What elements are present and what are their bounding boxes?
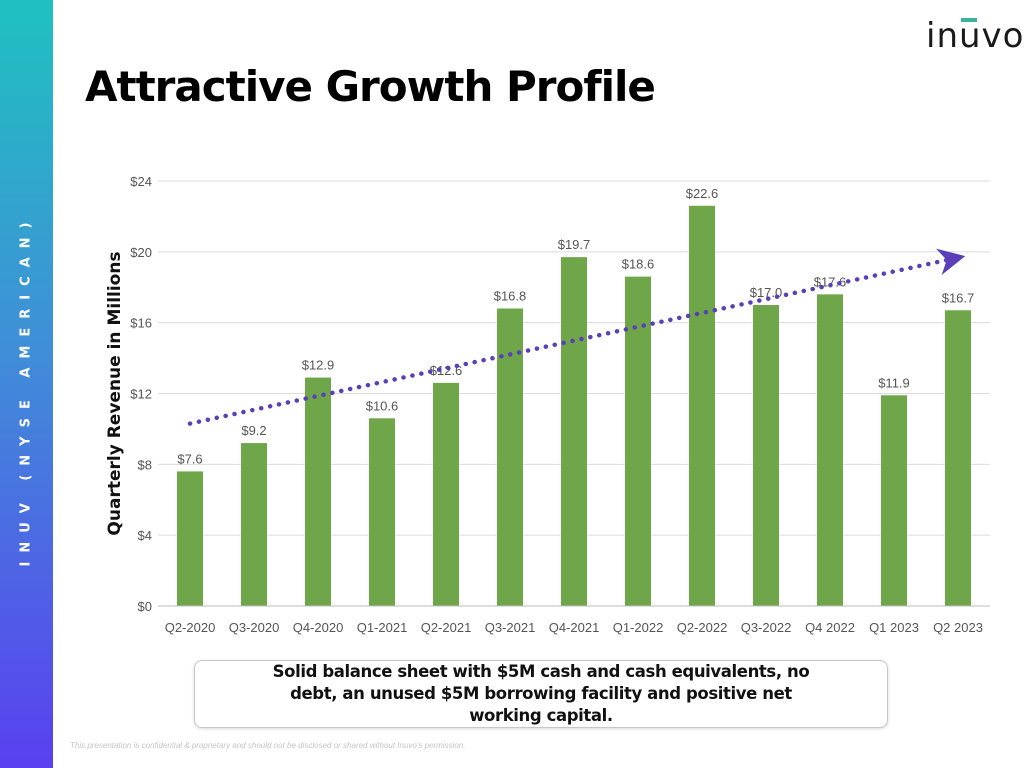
x-tick-label: Q4 2022	[805, 620, 855, 635]
data-label: $18.6	[622, 257, 655, 272]
confidentiality-footer: This presentation is confidential & prop…	[70, 741, 466, 750]
x-tick-label: Q3-2022	[741, 620, 792, 635]
note-text: Solid balance sheet with $5M cash and ca…	[272, 662, 810, 725]
x-tick-label: Q4-2021	[549, 620, 600, 635]
data-label: $17.0	[750, 285, 783, 300]
data-label: $12.6	[430, 363, 463, 378]
revenue-bar-chart: $0 $4 $8 $12 $16 $20 $24 $7.6 $9.2 $12.9 $10.6 $12.…	[105, 174, 990, 635]
data-labels: $7.6 $9.2 $12.9 $10.6 $12.6 $16.8 $19.7 $18.6 $2…	[177, 186, 974, 467]
data-label: $10.6	[366, 398, 399, 413]
bar	[817, 294, 843, 606]
x-tick-label: Q2-2022	[677, 620, 728, 635]
inuvo-logo: inuvo	[920, 14, 1023, 56]
x-tick-label: Q2 2023	[933, 620, 983, 635]
data-label: $16.8	[494, 289, 527, 304]
bar	[945, 310, 971, 606]
x-tick-label: Q1-2021	[357, 620, 408, 635]
data-label: $11.9	[878, 375, 910, 390]
note-box: Solid balance sheet with $5M cash and ca…	[194, 660, 888, 728]
bar	[369, 418, 395, 606]
bars	[177, 205, 971, 606]
bar	[625, 276, 651, 606]
data-label: $16.7	[942, 290, 975, 305]
x-tick-label: Q2-2020	[165, 620, 216, 635]
logo-accent-bar	[961, 18, 977, 22]
bar	[241, 443, 267, 606]
logo-text: inuvo	[926, 16, 1024, 56]
y-tick-label: $24	[130, 174, 152, 189]
bar	[305, 377, 331, 606]
bar	[177, 471, 203, 606]
page-title: Attractive Growth Profile	[85, 62, 656, 111]
bar	[561, 257, 587, 606]
x-tick-label: Q4-2020	[293, 620, 344, 635]
x-tick-label: Q2-2021	[421, 620, 472, 635]
y-tick-label: $16	[130, 316, 152, 331]
x-tick-label: Q1 2023	[869, 620, 919, 635]
bar	[689, 205, 715, 606]
y-tick-label: $4	[138, 528, 152, 543]
y-tick-label: $12	[130, 387, 152, 402]
x-tick-labels: Q2-2020 Q3-2020 Q4-2020 Q1-2021 Q2-2021 Q3-20…	[165, 620, 983, 635]
data-label: $22.6	[686, 186, 719, 201]
data-label: $9.2	[241, 423, 266, 438]
x-tick-label: Q3-2021	[485, 620, 536, 635]
data-label: $12.9	[302, 358, 335, 373]
y-tick-label: $0	[138, 599, 152, 614]
x-tick-label: Q3-2020	[229, 620, 280, 635]
bar	[433, 382, 459, 606]
side-bar: INUV (NYSE AMERICAN)	[0, 0, 53, 768]
bar	[753, 304, 779, 606]
exchange-label: INUV (NYSE AMERICAN)	[18, 213, 34, 567]
data-label: $19.7	[558, 237, 591, 252]
bar	[881, 395, 907, 606]
data-label: $7.6	[177, 451, 202, 466]
x-tick-label: Q1-2022	[613, 620, 664, 635]
y-tick-label: $20	[130, 245, 152, 260]
y-tick-labels: $0 $4 $8 $12 $16 $20 $24	[130, 174, 152, 614]
trendline-arrow	[187, 248, 966, 426]
y-axis-title: Quarterly Revenue in Millions	[105, 251, 125, 535]
y-tick-label: $8	[138, 457, 152, 472]
